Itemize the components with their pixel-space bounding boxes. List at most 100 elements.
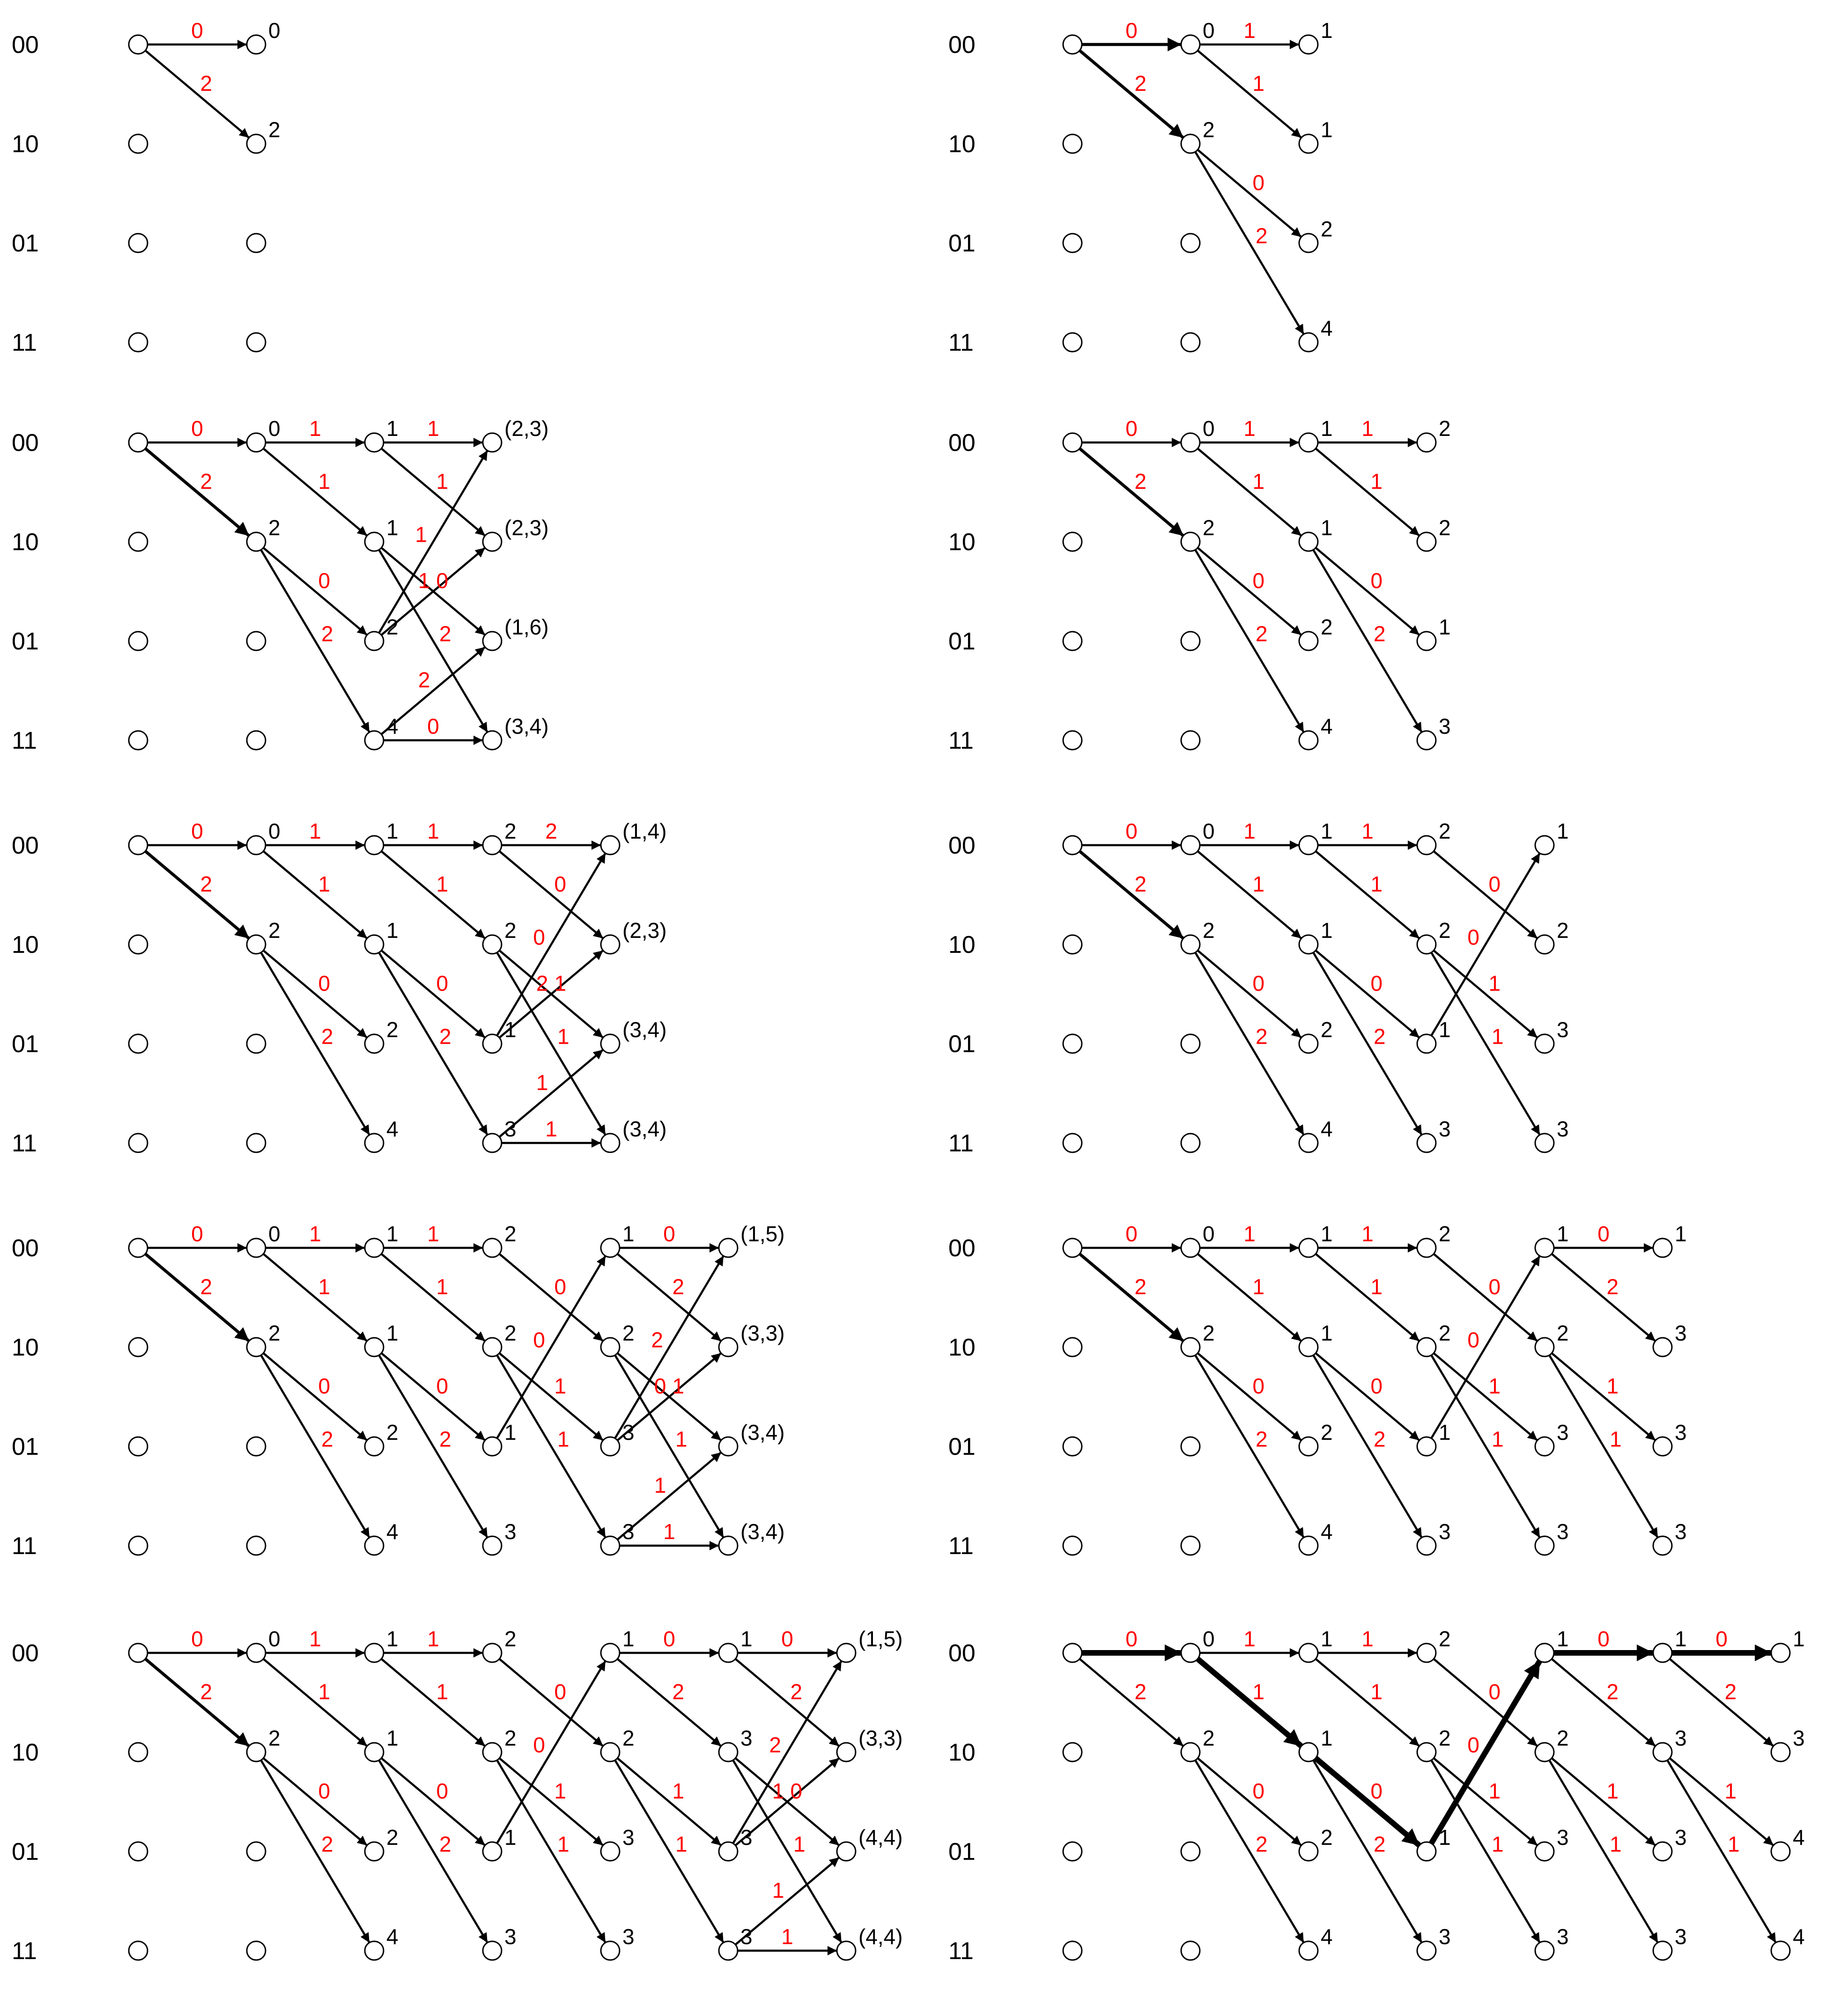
state-node <box>1416 1133 1437 1153</box>
trellis-branch <box>1197 547 1302 636</box>
trellis-branch <box>262 850 368 939</box>
branch-label: 1 <box>436 469 449 494</box>
trellis-edges <box>1079 1644 1777 1943</box>
path-metric: 0 <box>268 1222 281 1246</box>
branch-label: 1 <box>1607 1374 1619 1398</box>
path-metric: 2 <box>1439 1627 1451 1651</box>
branch-label: 1 <box>545 1117 557 1141</box>
state-node <box>1534 1940 1555 1961</box>
trellis-branch <box>1430 853 1541 1036</box>
trellis-edges <box>144 1648 843 1956</box>
path-metric: 1 <box>386 1726 399 1750</box>
branch-label: 1 <box>1243 819 1256 843</box>
trellis-branch <box>144 1658 250 1747</box>
trellis-branch <box>498 1049 604 1138</box>
path-metric: 3 <box>1557 1825 1569 1850</box>
trellis-branch <box>1315 1352 1420 1441</box>
state-node <box>1534 1841 1555 1862</box>
state-node <box>246 1337 266 1357</box>
state-node <box>364 1742 384 1762</box>
state-label: 01 <box>948 1433 976 1460</box>
state-node <box>1534 1436 1555 1457</box>
trellis-branch <box>1315 850 1420 939</box>
trellis-branch <box>1548 1355 1659 1538</box>
branch-label: 2 <box>200 872 213 896</box>
path-metric: 3 <box>1675 1825 1687 1850</box>
state-node <box>128 835 148 855</box>
path-metric: 2 <box>386 1017 399 1042</box>
trellis-branch <box>496 1355 606 1538</box>
branch-label: 1 <box>415 523 427 547</box>
trellis-branch <box>1433 1658 1538 1747</box>
state-node <box>1062 1643 1083 1663</box>
branch-label: 0 <box>191 1627 203 1651</box>
state-node <box>128 332 148 353</box>
branch-label: 1 <box>554 1374 567 1398</box>
branch-label: 1 <box>418 568 430 593</box>
branch-label: 0 <box>781 1627 793 1651</box>
state-node <box>1180 1133 1201 1153</box>
branch-label: 1 <box>1489 1374 1501 1398</box>
state-label: 01 <box>12 230 39 257</box>
branch-label: 0 <box>1489 1275 1501 1299</box>
path-metric: 0 <box>268 416 281 441</box>
branch-label: 2 <box>200 1680 213 1704</box>
branch-label: 2 <box>1256 224 1268 248</box>
path-metric: 4 <box>1321 1519 1333 1544</box>
path-metrics: 0 2 1 1 2 4 <box>1203 18 1333 340</box>
path-metric: 2 <box>504 1627 517 1651</box>
path-metric: 2 <box>268 516 281 540</box>
state-node <box>600 1535 621 1556</box>
trellis-branch <box>1197 448 1302 537</box>
path-metric: 3 <box>1557 1117 1569 1141</box>
trellis-branch <box>496 1255 606 1439</box>
trellis-branch <box>1194 549 1305 733</box>
state-node <box>1534 1133 1555 1153</box>
trellis-edges <box>144 840 606 1148</box>
state-label: 10 <box>948 931 976 958</box>
state-node <box>600 1841 621 1862</box>
branch-label: 2 <box>1374 622 1386 646</box>
path-metric: 3 <box>1439 1924 1451 1949</box>
branch-label: 2 <box>439 1024 451 1049</box>
path-metric: 2 <box>268 918 281 943</box>
trellis-branch <box>616 1658 722 1747</box>
branch-label: 0 <box>1467 925 1479 950</box>
branch-label: 0 <box>1125 819 1138 843</box>
branch-label: 1 <box>1253 1680 1265 1704</box>
path-metric: (3,4) <box>622 1017 667 1042</box>
path-metric: 2 <box>622 1726 635 1750</box>
survivor-path-branch <box>1314 1756 1421 1848</box>
trellis-branch <box>380 850 486 939</box>
branch-label: 1 <box>554 971 567 995</box>
path-metric: 3 <box>1557 1519 1569 1544</box>
path-metric: 4 <box>386 1924 399 1949</box>
state-node <box>1298 1940 1319 1961</box>
branch-label: 1 <box>673 1374 685 1398</box>
path-metric: 1 <box>386 1321 399 1345</box>
path-metric: 1 <box>386 918 399 943</box>
branch-label: 0 <box>1371 1779 1383 1803</box>
branch-label: 1 <box>663 1519 675 1544</box>
state-node <box>364 1841 384 1862</box>
state-node <box>364 835 384 855</box>
state-node <box>1534 1337 1555 1357</box>
path-metric: (2,3) <box>504 516 549 540</box>
branch-label: 1 <box>318 1275 331 1299</box>
state-node <box>1062 133 1083 154</box>
branch-label: 0 <box>533 1733 545 1757</box>
state-node <box>600 835 621 855</box>
state-node <box>1298 1742 1319 1762</box>
state-node <box>1062 934 1083 955</box>
branch-label: 0 <box>191 416 203 441</box>
trellis-branch <box>1197 950 1302 1039</box>
branch-label: 1 <box>1243 18 1256 43</box>
state-node <box>718 1337 739 1357</box>
state-node <box>600 1742 621 1762</box>
trellis-nodes <box>1062 1643 1791 1961</box>
trellis-branch <box>1194 1355 1305 1538</box>
